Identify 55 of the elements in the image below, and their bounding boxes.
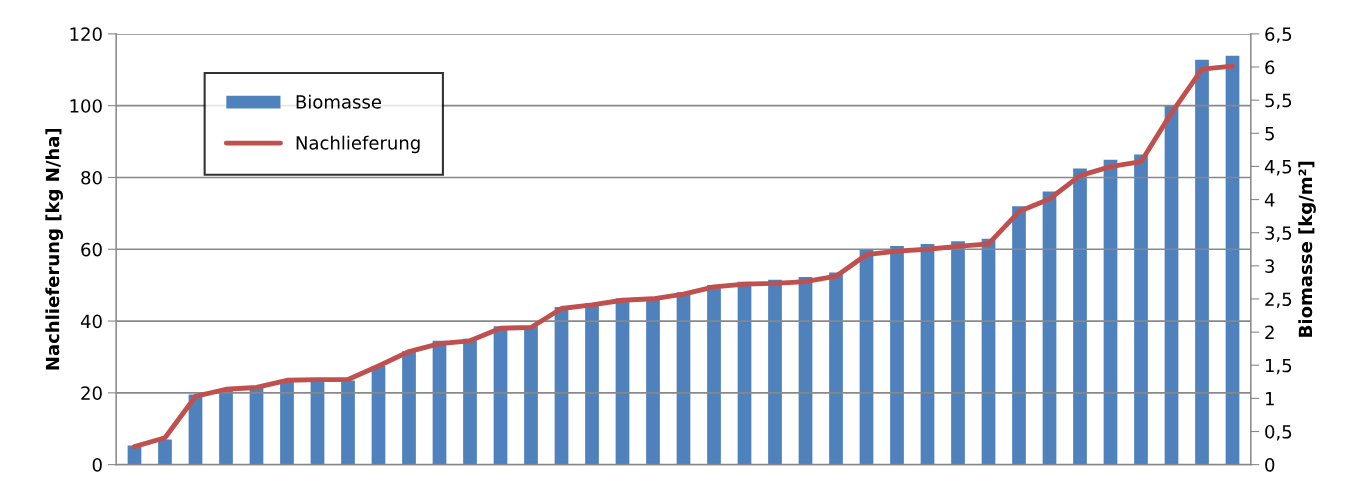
y-tick-label: 0 (92, 458, 102, 472)
y2-tick-label: 6,5 (1265, 27, 1292, 43)
y2-tick-label: 1 (1265, 392, 1274, 406)
bar (859, 249, 874, 465)
y2-tick-label: 6 (1265, 60, 1275, 75)
y2-tick-label: 3 (1265, 259, 1275, 273)
bar (981, 238, 996, 465)
y2-tick-label: 5 (1265, 126, 1274, 141)
bar (524, 326, 538, 465)
y2-tick-label: 2,5 (1265, 292, 1292, 308)
bar (890, 245, 904, 465)
bar (1103, 159, 1118, 465)
bar (829, 272, 843, 465)
bar (1195, 59, 1209, 465)
y-axis-title: Nachlieferung [kg N/ha] (45, 128, 63, 370)
bar (951, 241, 965, 465)
y2-tick-label: 4 (1264, 193, 1275, 207)
bar (1164, 105, 1179, 465)
bar (1073, 168, 1087, 465)
bar (676, 292, 691, 465)
y2-axis-title: Biomasse [kg/m²] (1298, 161, 1316, 337)
bar (615, 298, 630, 465)
bar (1012, 206, 1026, 465)
y2-tick-label: 1,5 (1265, 358, 1292, 375)
y-tick-label: 60 (81, 242, 102, 257)
bar (493, 326, 508, 465)
bar (707, 285, 721, 465)
bar (798, 277, 813, 465)
y2-tick-label: 0,5 (1265, 424, 1292, 441)
legend-label: Biomasse (296, 94, 381, 109)
bar (341, 380, 355, 465)
bar (1134, 154, 1148, 465)
bar (768, 279, 782, 465)
y2-tick-label: 5,5 (1265, 93, 1292, 110)
bar (219, 389, 233, 465)
bar (463, 338, 477, 465)
y-tick-label: 20 (81, 386, 102, 400)
line-series (132, 63, 1235, 450)
bar (158, 439, 172, 465)
bar (310, 380, 325, 465)
bar (280, 380, 294, 465)
bar (371, 365, 386, 465)
y-tick-label: 100 (70, 99, 102, 113)
bar (1042, 191, 1057, 465)
bar (1225, 55, 1240, 465)
y2-tick-label: 0 (1265, 458, 1275, 472)
y2-tick-label: 3,5 (1265, 226, 1292, 242)
y-tick-label: 120 (70, 27, 102, 41)
legend-label: Nachlieferung (296, 135, 420, 154)
bar (920, 243, 935, 465)
y2-tick-label: 4,5 (1264, 160, 1292, 176)
y2-tick-label: 2 (1265, 325, 1274, 339)
y-tick-label: 40 (80, 314, 102, 329)
y-tick-label: 80 (81, 170, 102, 185)
bar (402, 351, 416, 465)
